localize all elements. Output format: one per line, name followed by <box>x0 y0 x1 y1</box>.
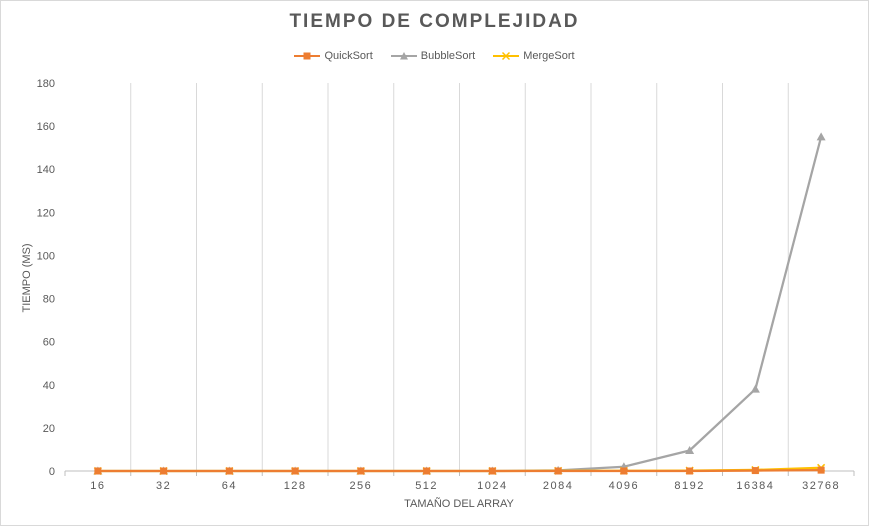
x-tick-label-512: 512 <box>415 480 438 492</box>
point-bubblesort-16384 <box>750 384 760 393</box>
legend-label-mergesort: MergeSort <box>523 50 575 62</box>
y-tick-label-80: 80 <box>43 294 55 306</box>
y-tick-label-60: 60 <box>43 337 55 349</box>
legend-swatch-quicksort <box>294 52 321 60</box>
y-tick-label-120: 120 <box>37 207 55 219</box>
x-axis-label: TAMAÑO DEL ARRAY <box>404 497 514 510</box>
y-tick-label-140: 140 <box>37 164 55 176</box>
series-line-quicksort <box>97 468 822 473</box>
point-quicksort-1024 <box>488 467 496 475</box>
y-axis-label: TIEMPO (MS) <box>21 243 33 312</box>
point-quicksort-16384 <box>751 467 759 475</box>
x-tick-label-16: 16 <box>90 480 105 492</box>
legend: QuickSort BubbleSort MergeSort <box>1 50 868 62</box>
legend-item-bubblesort: BubbleSort <box>390 50 476 62</box>
legend-item-mergesort: MergeSort <box>493 50 575 62</box>
series-quicksort <box>94 466 825 475</box>
point-bubblesort-32768 <box>816 132 826 141</box>
y-tick-label-0: 0 <box>49 466 55 478</box>
point-quicksort-2084 <box>554 467 562 475</box>
x-tick-label-2084: 2084 <box>543 480 573 492</box>
point-quicksort-512 <box>423 467 431 475</box>
point-quicksort-64 <box>225 467 233 475</box>
legend-swatch-mergesort <box>493 51 520 61</box>
y-tick-label-180: 180 <box>37 78 55 90</box>
x-tick-label-1024: 1024 <box>477 480 507 492</box>
legend-label-bubblesort: BubbleSort <box>420 50 476 62</box>
point-quicksort-8192 <box>686 467 694 475</box>
y-tick-label-20: 20 <box>43 423 55 435</box>
x-tick-label-4096: 4096 <box>609 480 639 492</box>
point-quicksort-32768 <box>817 466 825 474</box>
legend-item-quicksort: QuickSort <box>294 50 373 62</box>
y-tick-label-160: 160 <box>37 121 55 133</box>
gridlines <box>130 83 789 471</box>
y-tick-label-40: 40 <box>43 380 55 392</box>
y-tick-label-100: 100 <box>37 250 55 262</box>
x-tick-label-128: 128 <box>284 480 307 492</box>
point-quicksort-128 <box>291 467 299 475</box>
x-tick-label-16384: 16384 <box>736 480 774 492</box>
legend-label-quicksort: QuickSort <box>324 50 373 62</box>
legend-swatch-bubblesort <box>390 52 417 60</box>
point-quicksort-256 <box>357 467 365 475</box>
axes: 0 20 40 60 80 100 120 140 160 180 16 32 64 128 256 512 1… <box>37 78 855 492</box>
point-bubblesort-8192 <box>685 446 695 455</box>
x-tick-label-64: 64 <box>222 480 237 492</box>
chart-title: TIEMPO DE COMPLEJIDAD <box>289 11 580 32</box>
x-tick-label-8192: 8192 <box>674 480 704 492</box>
x-tick-label-32: 32 <box>156 480 171 492</box>
series <box>93 132 826 476</box>
x-tick-label-32768: 32768 <box>802 480 840 492</box>
point-quicksort-32 <box>160 467 168 475</box>
x-tick-label-256: 256 <box>349 480 372 492</box>
point-quicksort-4096 <box>620 467 628 475</box>
point-quicksort-16 <box>94 467 102 475</box>
